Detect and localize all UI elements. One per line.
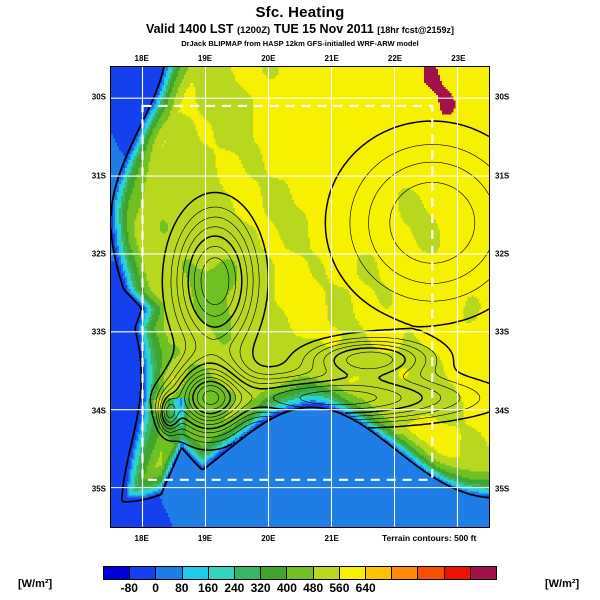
valid-date-text: TUE 15 Nov 2011 xyxy=(270,22,378,36)
map-overlay xyxy=(111,67,489,527)
terrain-contour-level-3 xyxy=(159,182,476,434)
tick-bottom-18E: 18E xyxy=(134,534,149,543)
terrain-contour-level-0 xyxy=(149,120,489,451)
tick-right-32S: 32S xyxy=(495,249,510,259)
colorbar-swatch-14 xyxy=(470,567,497,579)
colorbar-swatch-6 xyxy=(261,567,288,579)
colorbar-swatch-3 xyxy=(182,567,209,579)
colorbar-swatch-10 xyxy=(366,567,393,579)
colorbar-tick-labels: -80 0 80 160 240 320 400 480 560 640 xyxy=(103,581,497,599)
terrain-contour-note: Terrain contours: 500 ft xyxy=(382,533,477,543)
subdomain-rect xyxy=(141,104,434,481)
tick-right-34S: 34S xyxy=(495,406,510,416)
heating-field-canvas xyxy=(111,67,489,527)
map-plot-area xyxy=(110,66,490,528)
tick-bottom-20E: 20E xyxy=(261,534,276,543)
colorbar-tick-640: 640 xyxy=(355,581,376,595)
tick-right-31S: 31S xyxy=(495,171,510,181)
tick-bottom-19E: 19E xyxy=(197,534,213,543)
coastline xyxy=(111,67,489,503)
terrain-contour-level-9 xyxy=(196,385,226,410)
tick-right-33S: 33S xyxy=(495,327,510,337)
tick-left-34S: 34S xyxy=(91,406,106,416)
colorbar-swatch-11 xyxy=(392,567,419,579)
colorbar-swatch-5 xyxy=(235,567,262,579)
terrain-contours xyxy=(111,67,489,503)
units-label-right: [W/m²] xyxy=(545,578,580,590)
colorbar-swatches xyxy=(103,566,497,580)
colorbar-tick-400: 400 xyxy=(276,581,297,595)
colorbar-swatch-0 xyxy=(104,567,131,579)
colorbar-tick-160: 160 xyxy=(198,581,219,595)
tick-left-31S: 31S xyxy=(91,171,106,181)
colorbar-swatch-1 xyxy=(130,567,157,579)
tick-left-30S: 30S xyxy=(91,92,106,102)
tick-bottom-21E: 21E xyxy=(324,534,339,543)
colorbar-swatch-13 xyxy=(444,567,471,579)
valid-time-utc: (1200Z) xyxy=(236,25,271,36)
colorbar-tick-0: 0 xyxy=(152,581,159,595)
colorbar-tick-240: 240 xyxy=(224,581,245,595)
tick-right-30S: 30S xyxy=(495,92,510,102)
colorbar-tick--80: -80 xyxy=(120,581,138,595)
tick-top-22E: 22E xyxy=(387,54,403,63)
tick-right-35S: 35S xyxy=(495,484,510,494)
colorbar-swatch-2 xyxy=(156,567,183,579)
tick-top-23E: 23E xyxy=(451,54,466,63)
terrain-contour-level-7 xyxy=(188,377,236,418)
subdomain-dashed-box xyxy=(141,104,434,481)
colorbar-block: [W/m²] -80 0 80 160 240 320 400 480 560 640 [W/m²… xyxy=(0,566,600,600)
title-block: Sfc. Heating Valid 1400 LST (1200Z) TUE … xyxy=(0,4,600,49)
tick-top-18E: 18E xyxy=(134,54,149,63)
tick-left-32S: 32S xyxy=(91,249,106,259)
colorbar-swatch-9 xyxy=(339,567,367,579)
units-label-left: [W/m²] xyxy=(18,578,53,590)
colorbar-swatch-12 xyxy=(418,567,445,579)
tick-top-21E: 21E xyxy=(324,54,339,63)
tick-top-19E: 19E xyxy=(197,54,213,63)
terrain-contour-level-6 xyxy=(166,257,378,422)
tick-left-35S: 35S xyxy=(91,484,106,494)
heating-field xyxy=(111,67,489,527)
colorbar-tick-320: 320 xyxy=(250,581,271,595)
colorbar-swatch-7 xyxy=(287,567,314,579)
chart-subtitle: Valid 1400 LST (1200Z) TUE 15 Nov 2011 [… xyxy=(0,22,600,38)
terrain-contour-level-2 xyxy=(157,161,489,438)
colorbar-tick-560: 560 xyxy=(329,581,350,595)
terrain-contour-level-4 xyxy=(161,235,424,430)
tick-top-20E: 20E xyxy=(261,54,276,63)
forecast-tag: [18hr fcst@2159z] xyxy=(377,25,455,35)
chart-title: Sfc. Heating xyxy=(255,4,345,21)
colorbar-tick-80: 80 xyxy=(175,581,189,595)
colorbar-swatch-4 xyxy=(208,567,236,579)
tick-left-33S: 33S xyxy=(91,327,106,337)
terrain-contour-level-8 xyxy=(192,380,232,415)
terrain-contour-level-5 xyxy=(163,246,402,425)
colorbar-swatch-8 xyxy=(313,567,340,579)
model-source-text: DrJack BLIPMAP from HASP 12km GFS-initia… xyxy=(181,39,419,48)
valid-time-text: Valid 1400 LST xyxy=(145,22,237,36)
colorbar-tick-480: 480 xyxy=(303,581,324,595)
